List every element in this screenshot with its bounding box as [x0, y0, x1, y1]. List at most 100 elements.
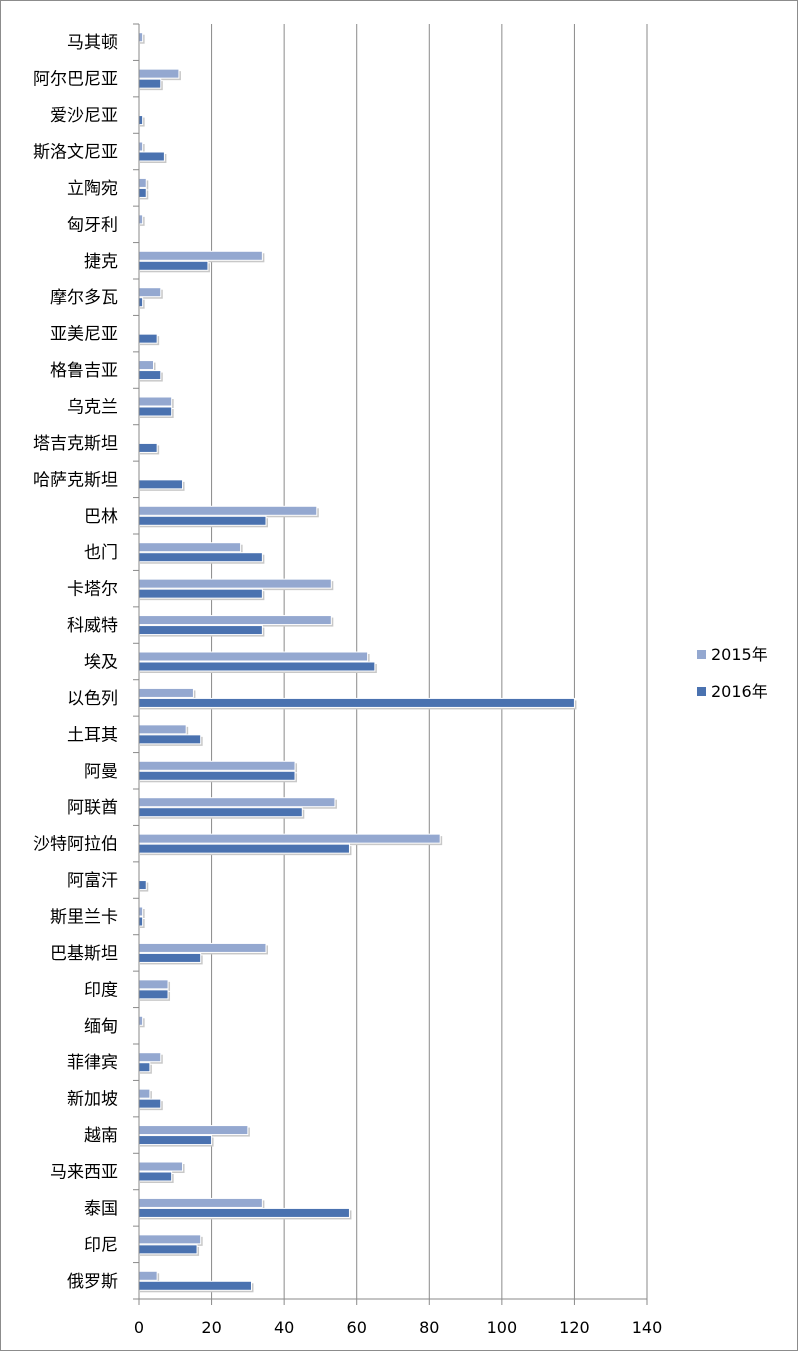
bar-2015 [138, 542, 242, 553]
category-label: 阿联酋 [67, 798, 118, 818]
category-label: 格鲁吉亚 [50, 361, 118, 381]
category-label: 越南 [84, 1126, 118, 1146]
bar-2015 [138, 760, 296, 771]
bar-2015 [138, 1088, 151, 1099]
category-label: 印尼 [84, 1235, 118, 1255]
bar-2016 [138, 479, 184, 490]
legend-label: 2015年 [711, 645, 768, 664]
category-label: 斯洛文尼亚 [33, 143, 118, 163]
x-tick-label: 140 [632, 1318, 663, 1337]
bar-2016 [138, 370, 162, 381]
category-label: 埃及 [84, 653, 118, 673]
category-label: 巴林 [84, 507, 118, 527]
bar-2016 [138, 952, 202, 963]
bar-2016 [138, 661, 376, 672]
bars [138, 32, 577, 1293]
bar-2016 [138, 697, 575, 708]
bar-2016 [138, 115, 144, 126]
bar-2015 [138, 615, 332, 626]
bar-2015 [138, 979, 169, 990]
bar-2016 [138, 1171, 173, 1182]
bar-2016 [138, 406, 173, 417]
category-label: 爱沙尼亚 [50, 106, 118, 126]
category-label: 乌克兰 [67, 398, 118, 418]
bar-2016 [138, 843, 350, 854]
x-tick-label: 20 [201, 1318, 221, 1337]
category-label: 马其顿 [67, 33, 118, 53]
bar-2016 [138, 1244, 198, 1255]
category-label: 缅甸 [84, 1017, 118, 1037]
category-label: 泰国 [84, 1199, 118, 1219]
bar-2016 [138, 333, 158, 344]
bar-2015 [138, 906, 144, 917]
bar-2016 [138, 770, 296, 781]
bar-2015 [138, 250, 263, 261]
bar-2015 [138, 578, 332, 589]
category-label: 马来西亚 [50, 1163, 118, 1183]
bar-2016 [138, 880, 147, 891]
bar-2015 [138, 505, 318, 516]
category-label: 斯里兰卡 [50, 908, 118, 928]
bar-2015 [138, 797, 336, 808]
category-label: 巴基斯坦 [50, 944, 118, 964]
category-label: 俄罗斯 [67, 1272, 118, 1292]
category-label: 摩尔多瓦 [50, 288, 118, 308]
bar-2016 [138, 297, 144, 308]
bar-2016 [138, 515, 267, 526]
bar-2015 [138, 1125, 249, 1136]
x-tick-label: 60 [347, 1318, 367, 1337]
x-tick-label: 120 [559, 1318, 590, 1337]
category-label: 土耳其 [67, 725, 118, 745]
x-tick-label: 0 [134, 1318, 144, 1337]
bar-2016 [138, 1062, 151, 1073]
bar-2016 [138, 1280, 252, 1291]
bar-2016 [138, 552, 263, 563]
bar-2015 [138, 651, 369, 662]
bar-2016 [138, 1135, 213, 1146]
bar-2016 [138, 807, 303, 818]
category-label: 阿曼 [84, 762, 118, 782]
category-label: 立陶宛 [67, 179, 118, 199]
bar-2015 [138, 1161, 184, 1172]
category-label: 捷克 [84, 252, 118, 272]
bar-2015 [138, 360, 155, 371]
category-label: 新加坡 [67, 1090, 118, 1110]
bar-2016 [138, 260, 209, 271]
x-tick-labels: 0 20 40 60 80 100 120 140 [134, 1318, 662, 1337]
gridlines [211, 24, 648, 1299]
category-labels: 马其顿阿尔巴尼亚爱沙尼亚斯洛文尼亚立陶宛匈牙利捷克摩尔多瓦亚美尼亚格鲁吉亚乌克兰… [33, 33, 118, 1292]
category-label: 菲律宾 [67, 1053, 118, 1073]
bar-2015 [138, 1015, 144, 1026]
category-label: 阿富汗 [67, 871, 118, 891]
category-label: 沙特阿拉伯 [33, 835, 118, 855]
bar-2016 [138, 78, 162, 89]
bar-2015 [138, 942, 267, 953]
category-label: 亚美尼亚 [50, 325, 118, 345]
bar-2015 [138, 1197, 263, 1208]
category-label: 以色列 [67, 689, 118, 709]
x-tick-label: 100 [487, 1318, 518, 1337]
legend: 2015年 2016年 [697, 645, 768, 701]
x-tick-label: 80 [419, 1318, 439, 1337]
bar-2016 [138, 734, 202, 745]
bar-2016 [138, 588, 263, 599]
x-tick-label: 40 [274, 1318, 294, 1337]
category-label: 匈牙利 [67, 215, 118, 235]
bar-2015 [138, 287, 162, 298]
bar-2015 [138, 1270, 158, 1281]
category-label: 科威特 [67, 616, 118, 636]
category-label: 阿尔巴尼亚 [33, 70, 118, 90]
category-label: 塔吉克斯坦 [33, 434, 118, 454]
category-label: 哈萨克斯坦 [33, 470, 118, 490]
bar-2016 [138, 1207, 350, 1218]
legend-swatch-2015 [697, 650, 706, 659]
category-label: 卡塔尔 [67, 580, 118, 600]
bar-2016 [138, 989, 169, 1000]
bar-2015 [138, 724, 187, 735]
bar-2015 [138, 687, 194, 698]
bar-2015 [138, 214, 144, 225]
bar-2016 [138, 442, 158, 453]
axes [133, 23, 648, 1305]
bar-2016 [138, 187, 147, 198]
